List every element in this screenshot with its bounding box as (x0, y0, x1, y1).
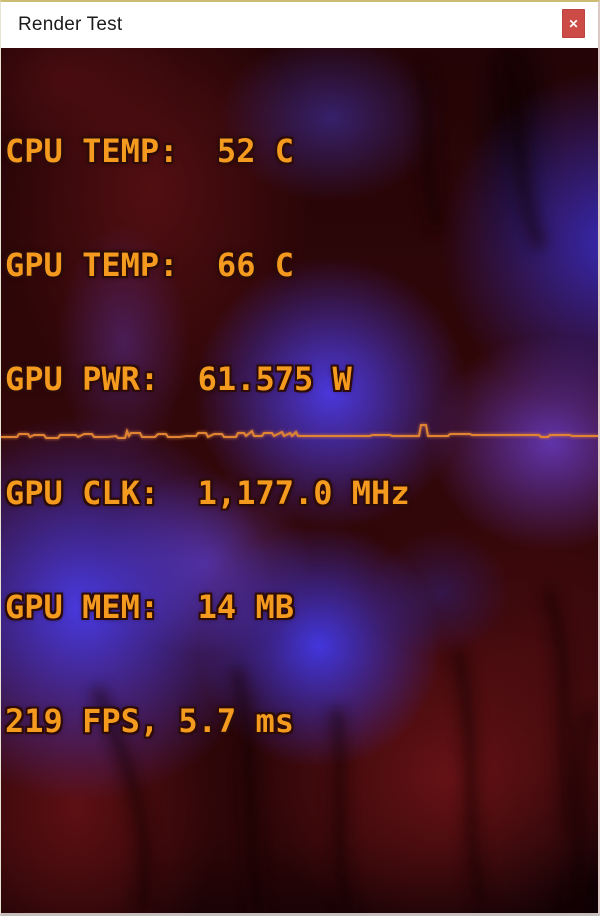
stat-line-gpu-temp: GPU TEMP: 66 C (5, 246, 294, 284)
fps-graph-line (1, 424, 598, 439)
stat-line-cpu-temp: CPU TEMP: 52 C (5, 132, 294, 170)
stat-line-gpu-power: GPU PWR: 61.575 W (5, 360, 352, 398)
stat-line-gpu-memory: GPU MEM: 14 MB (5, 588, 294, 626)
close-icon: ✕ (568, 16, 579, 31)
stat-line-fps: 219 FPS, 5.7 ms (5, 702, 294, 740)
render-viewport: CPU TEMP: 52 C GPU TEMP: 66 C GPU PWR: 6… (1, 48, 598, 913)
close-button[interactable]: ✕ (562, 9, 585, 38)
stats-overlay: CPU TEMP: 52 C GPU TEMP: 66 C GPU PWR: 6… (5, 56, 410, 816)
stat-line-gpu-clock: GPU CLK: 1,177.0 MHz (5, 474, 410, 512)
fps-history-graph (1, 424, 598, 439)
window-title: Render Test (18, 14, 123, 35)
title-bar[interactable]: Render Test ✕ (1, 2, 598, 48)
plasma-background-veins (89, 55, 597, 913)
